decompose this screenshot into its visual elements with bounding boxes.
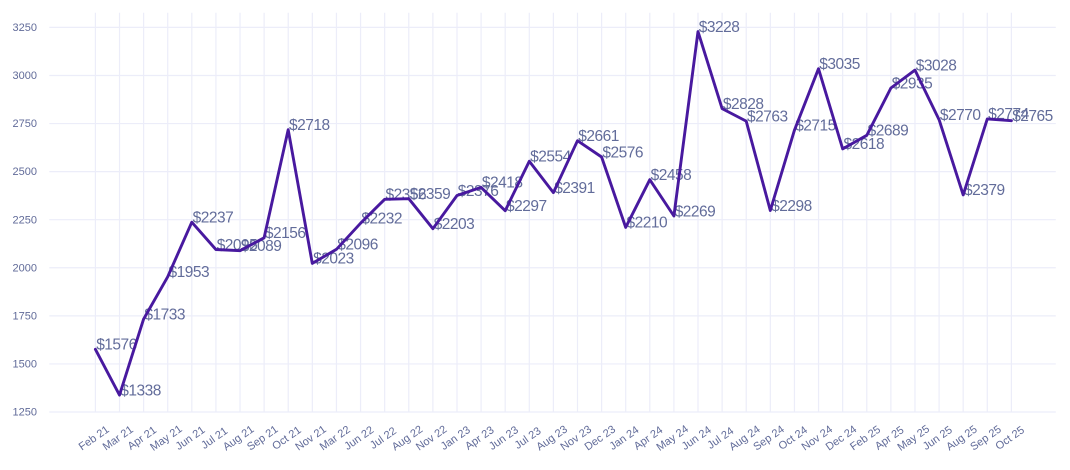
svg-text:2000: 2000	[13, 262, 37, 274]
svg-text:$2096: $2096	[337, 237, 378, 254]
svg-text:$2770: $2770	[940, 107, 981, 124]
svg-text:$2391: $2391	[554, 180, 595, 197]
svg-text:$1338: $1338	[120, 382, 161, 399]
svg-text:2500: 2500	[13, 166, 37, 178]
svg-text:$2763: $2763	[747, 108, 788, 125]
svg-text:1750: 1750	[13, 311, 37, 323]
svg-text:$2203: $2203	[434, 216, 475, 233]
svg-text:$2689: $2689	[868, 123, 909, 140]
svg-text:$2237: $2237	[193, 210, 234, 227]
svg-text:3250: 3250	[13, 22, 37, 34]
svg-text:$2297: $2297	[506, 198, 547, 215]
svg-text:$3228: $3228	[699, 19, 740, 36]
svg-text:$2298: $2298	[771, 198, 812, 215]
svg-text:$2269: $2269	[675, 203, 716, 220]
svg-text:$2089: $2089	[241, 238, 282, 255]
svg-text:$2023: $2023	[313, 251, 354, 268]
svg-text:$2232: $2232	[361, 211, 402, 228]
svg-text:$2210: $2210	[627, 215, 668, 232]
svg-text:2250: 2250	[13, 214, 37, 226]
svg-text:$2576: $2576	[602, 144, 643, 161]
svg-text:$2554: $2554	[530, 149, 571, 166]
svg-text:$2618: $2618	[844, 136, 885, 153]
svg-text:1250: 1250	[13, 407, 37, 419]
svg-text:$2718: $2718	[289, 117, 330, 134]
svg-text:$2418: $2418	[482, 175, 523, 192]
svg-text:3000: 3000	[13, 70, 37, 82]
svg-text:$2359: $2359	[410, 186, 451, 203]
svg-text:$1953: $1953	[169, 264, 210, 281]
svg-text:$2156: $2156	[265, 225, 306, 242]
svg-text:$3035: $3035	[819, 56, 860, 73]
svg-text:$2661: $2661	[578, 128, 619, 145]
svg-text:$2458: $2458	[651, 167, 692, 184]
svg-text:$2715: $2715	[795, 118, 836, 135]
svg-text:$1733: $1733	[144, 306, 185, 323]
svg-text:$1576: $1576	[96, 337, 137, 354]
svg-text:$2765: $2765	[1012, 108, 1053, 125]
svg-text:$3028: $3028	[916, 57, 957, 74]
svg-text:1500: 1500	[13, 359, 37, 371]
svg-text:2750: 2750	[13, 118, 37, 130]
svg-text:$2828: $2828	[723, 96, 764, 113]
svg-text:$2379: $2379	[964, 182, 1005, 199]
